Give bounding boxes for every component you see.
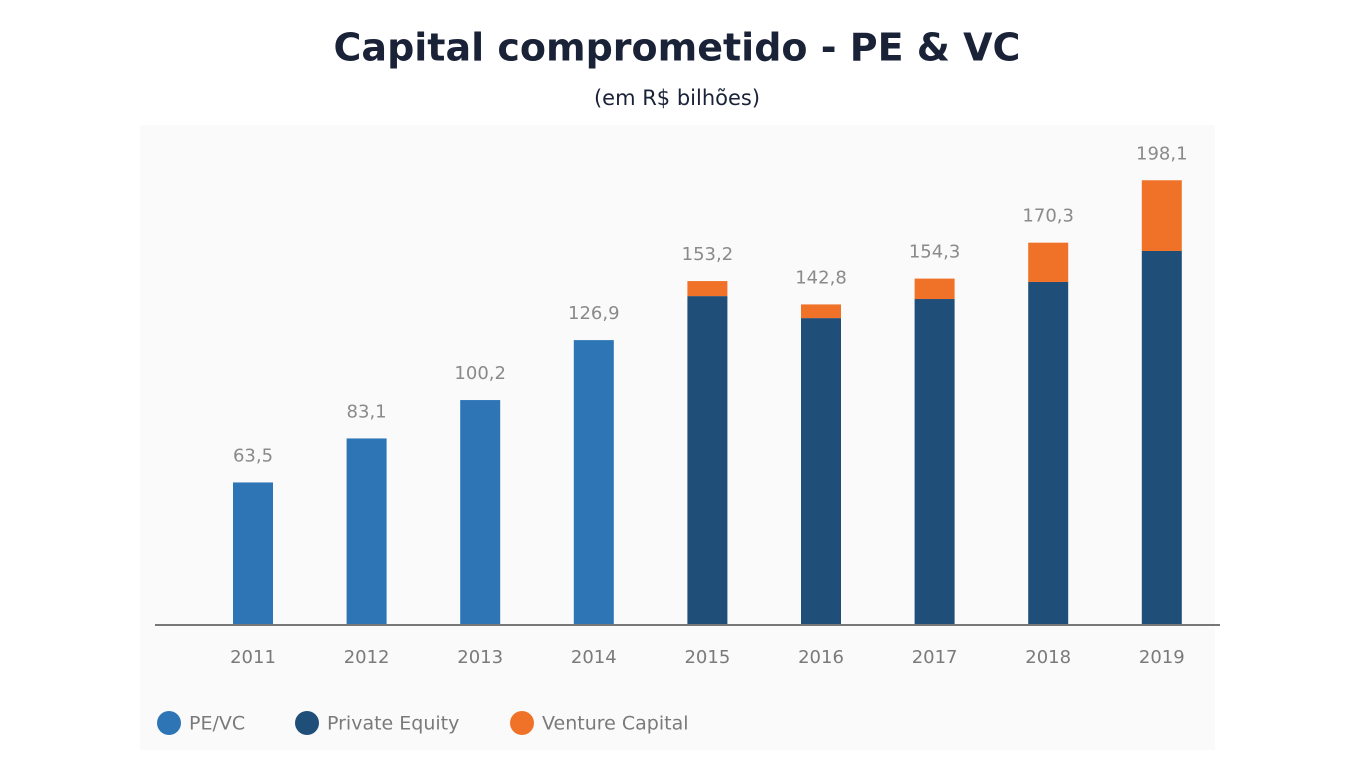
bar-segment (1141, 180, 1182, 251)
bar-segment (1028, 281, 1069, 625)
bar-segment (460, 400, 501, 625)
x-tick-label: 2016 (798, 647, 844, 668)
bar-segment (914, 278, 955, 300)
bar-segment (233, 482, 273, 625)
bar-segment (687, 296, 728, 625)
legend-label: Venture Capital (542, 713, 689, 735)
bar-segment (1028, 242, 1069, 282)
x-tick-label: 2014 (571, 647, 617, 668)
total-label: 126,9 (568, 303, 620, 324)
x-tick-label: 2017 (912, 647, 958, 668)
total-label: 142,8 (795, 267, 847, 288)
chart-subtitle: (em R$ bilhões) (594, 86, 760, 110)
total-label: 100,2 (454, 363, 506, 384)
x-tick-label: 2013 (457, 647, 503, 668)
total-label: 170,3 (1022, 206, 1074, 227)
bar-segment (346, 438, 387, 625)
legend-label: PE/VC (189, 713, 245, 735)
bar-segment (1141, 250, 1182, 625)
legend-marker (157, 711, 181, 735)
legend-marker (295, 711, 319, 735)
bar-segment (801, 318, 841, 625)
bar-segment (801, 304, 841, 319)
total-label: 154,3 (909, 242, 961, 263)
x-tick-label: 2019 (1139, 647, 1185, 668)
bar-segment (687, 281, 728, 297)
total-label: 63,5 (233, 445, 273, 466)
x-tick-label: 2018 (1025, 647, 1071, 668)
legend-label: Private Equity (327, 713, 459, 735)
chart-title: Capital comprometido - PE & VC (334, 26, 1021, 70)
x-tick-label: 2011 (230, 647, 276, 668)
total-label: 153,2 (682, 244, 734, 265)
total-label: 198,1 (1136, 143, 1188, 164)
bar-segment (914, 299, 955, 625)
x-tick-label: 2012 (344, 647, 390, 668)
x-tick-label: 2015 (684, 647, 730, 668)
legend-marker (510, 711, 534, 735)
total-label: 83,1 (347, 401, 387, 422)
bar-segment (573, 340, 614, 625)
